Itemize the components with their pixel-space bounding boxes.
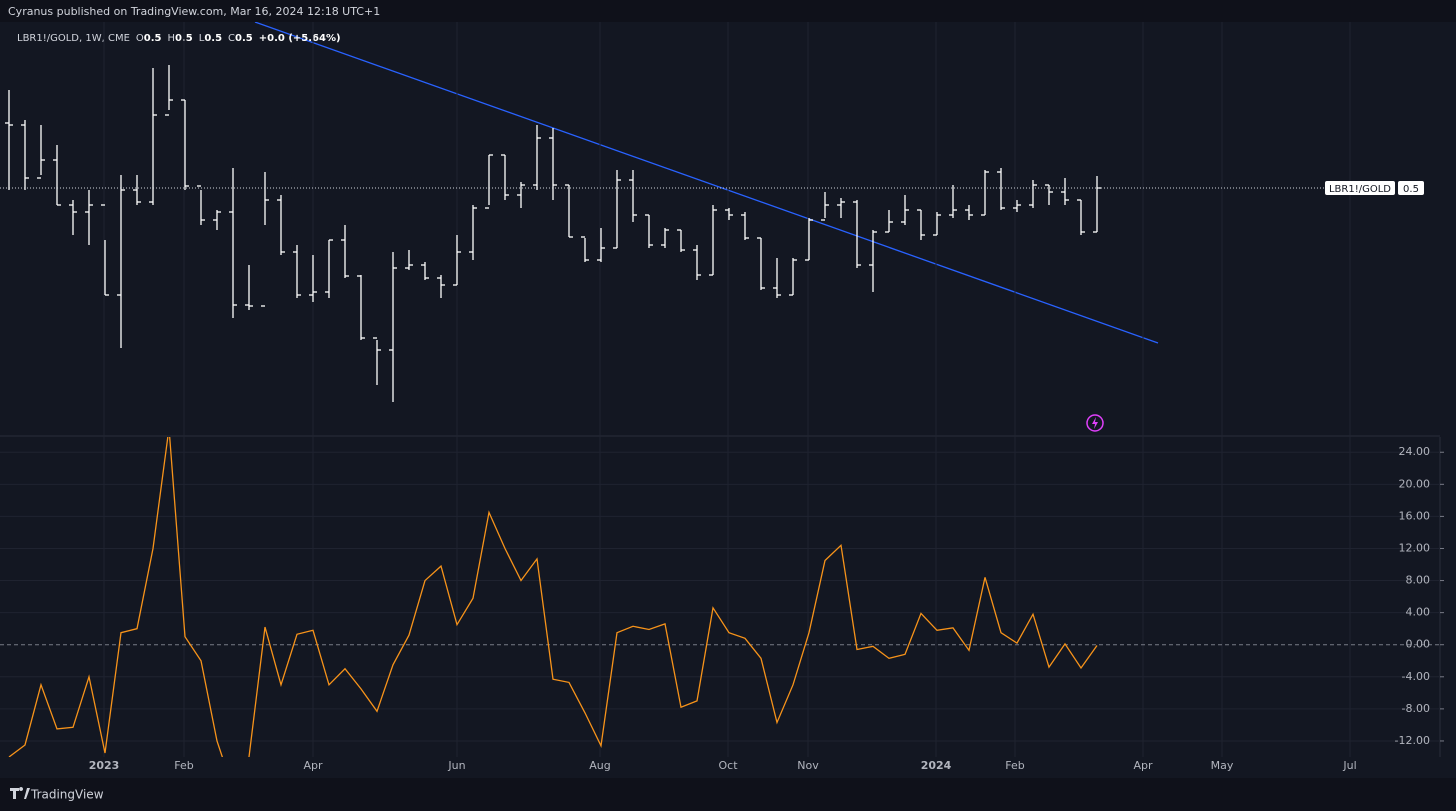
tv-logo bbox=[10, 787, 30, 799]
y-tick-label: 20.00 bbox=[1399, 477, 1431, 490]
time-label: Apr bbox=[303, 759, 323, 772]
time-label: May bbox=[1211, 759, 1234, 772]
y-tick-label: -4.00 bbox=[1402, 670, 1430, 683]
time-label: Apr bbox=[1133, 759, 1153, 772]
price-tag bbox=[1398, 181, 1424, 195]
symbol-tag bbox=[1325, 181, 1395, 195]
time-label: Feb bbox=[1005, 759, 1024, 772]
legend-value: 0.5 bbox=[144, 33, 162, 44]
y-tick-label: -8.00 bbox=[1402, 702, 1430, 715]
time-label: 2023 bbox=[89, 759, 120, 772]
y-tick-label: 4.00 bbox=[1406, 606, 1431, 619]
time-label: 2024 bbox=[921, 759, 952, 772]
y-tick-label: 24.00 bbox=[1399, 445, 1431, 458]
trend-line bbox=[254, 22, 1159, 344]
time-label: Oct bbox=[718, 759, 738, 772]
y-tick-label: -12.00 bbox=[1395, 734, 1430, 747]
legend-value: 0.5 bbox=[204, 33, 222, 44]
price-tag-text: 0.5 bbox=[1403, 184, 1419, 195]
event-icon bbox=[1086, 414, 1104, 432]
footer-bar bbox=[0, 778, 1456, 811]
y-tick-label: 12.00 bbox=[1399, 541, 1431, 554]
y-tick-label: 8.00 bbox=[1406, 574, 1431, 587]
symbol-tag-text: LBR1!/GOLD bbox=[1329, 184, 1391, 195]
legend: LBR1!/GOLD, 1W, CME O 0.5 H 0.5 L 0.5 C 0.5 +0.0 … bbox=[17, 33, 341, 44]
event-bolt bbox=[1092, 417, 1098, 429]
legend-title: LBR1!/GOLD, 1W, CME bbox=[17, 33, 130, 44]
time-label: Jun bbox=[447, 759, 465, 772]
y-tick-label: 0.00 bbox=[1406, 638, 1431, 651]
footer-brand: TradingView bbox=[30, 788, 104, 802]
legend-key: H bbox=[168, 33, 176, 44]
top-bar bbox=[0, 0, 1456, 22]
legend-change: +0.0 (+5.64%) bbox=[259, 33, 341, 44]
time-label: Aug bbox=[589, 759, 610, 772]
legend-key: C bbox=[228, 33, 235, 44]
oscillator-line bbox=[8, 437, 1098, 757]
time-label: Jul bbox=[1342, 759, 1356, 772]
legend-value: 0.5 bbox=[235, 33, 253, 44]
legend-key: O bbox=[136, 33, 144, 44]
publish-info: Cyranus published on TradingView.com, Ma… bbox=[8, 5, 380, 18]
y-tick-label: 16.00 bbox=[1399, 509, 1431, 522]
time-label: Nov bbox=[797, 759, 819, 772]
legend-key: L bbox=[199, 33, 205, 44]
time-label: Feb bbox=[174, 759, 193, 772]
